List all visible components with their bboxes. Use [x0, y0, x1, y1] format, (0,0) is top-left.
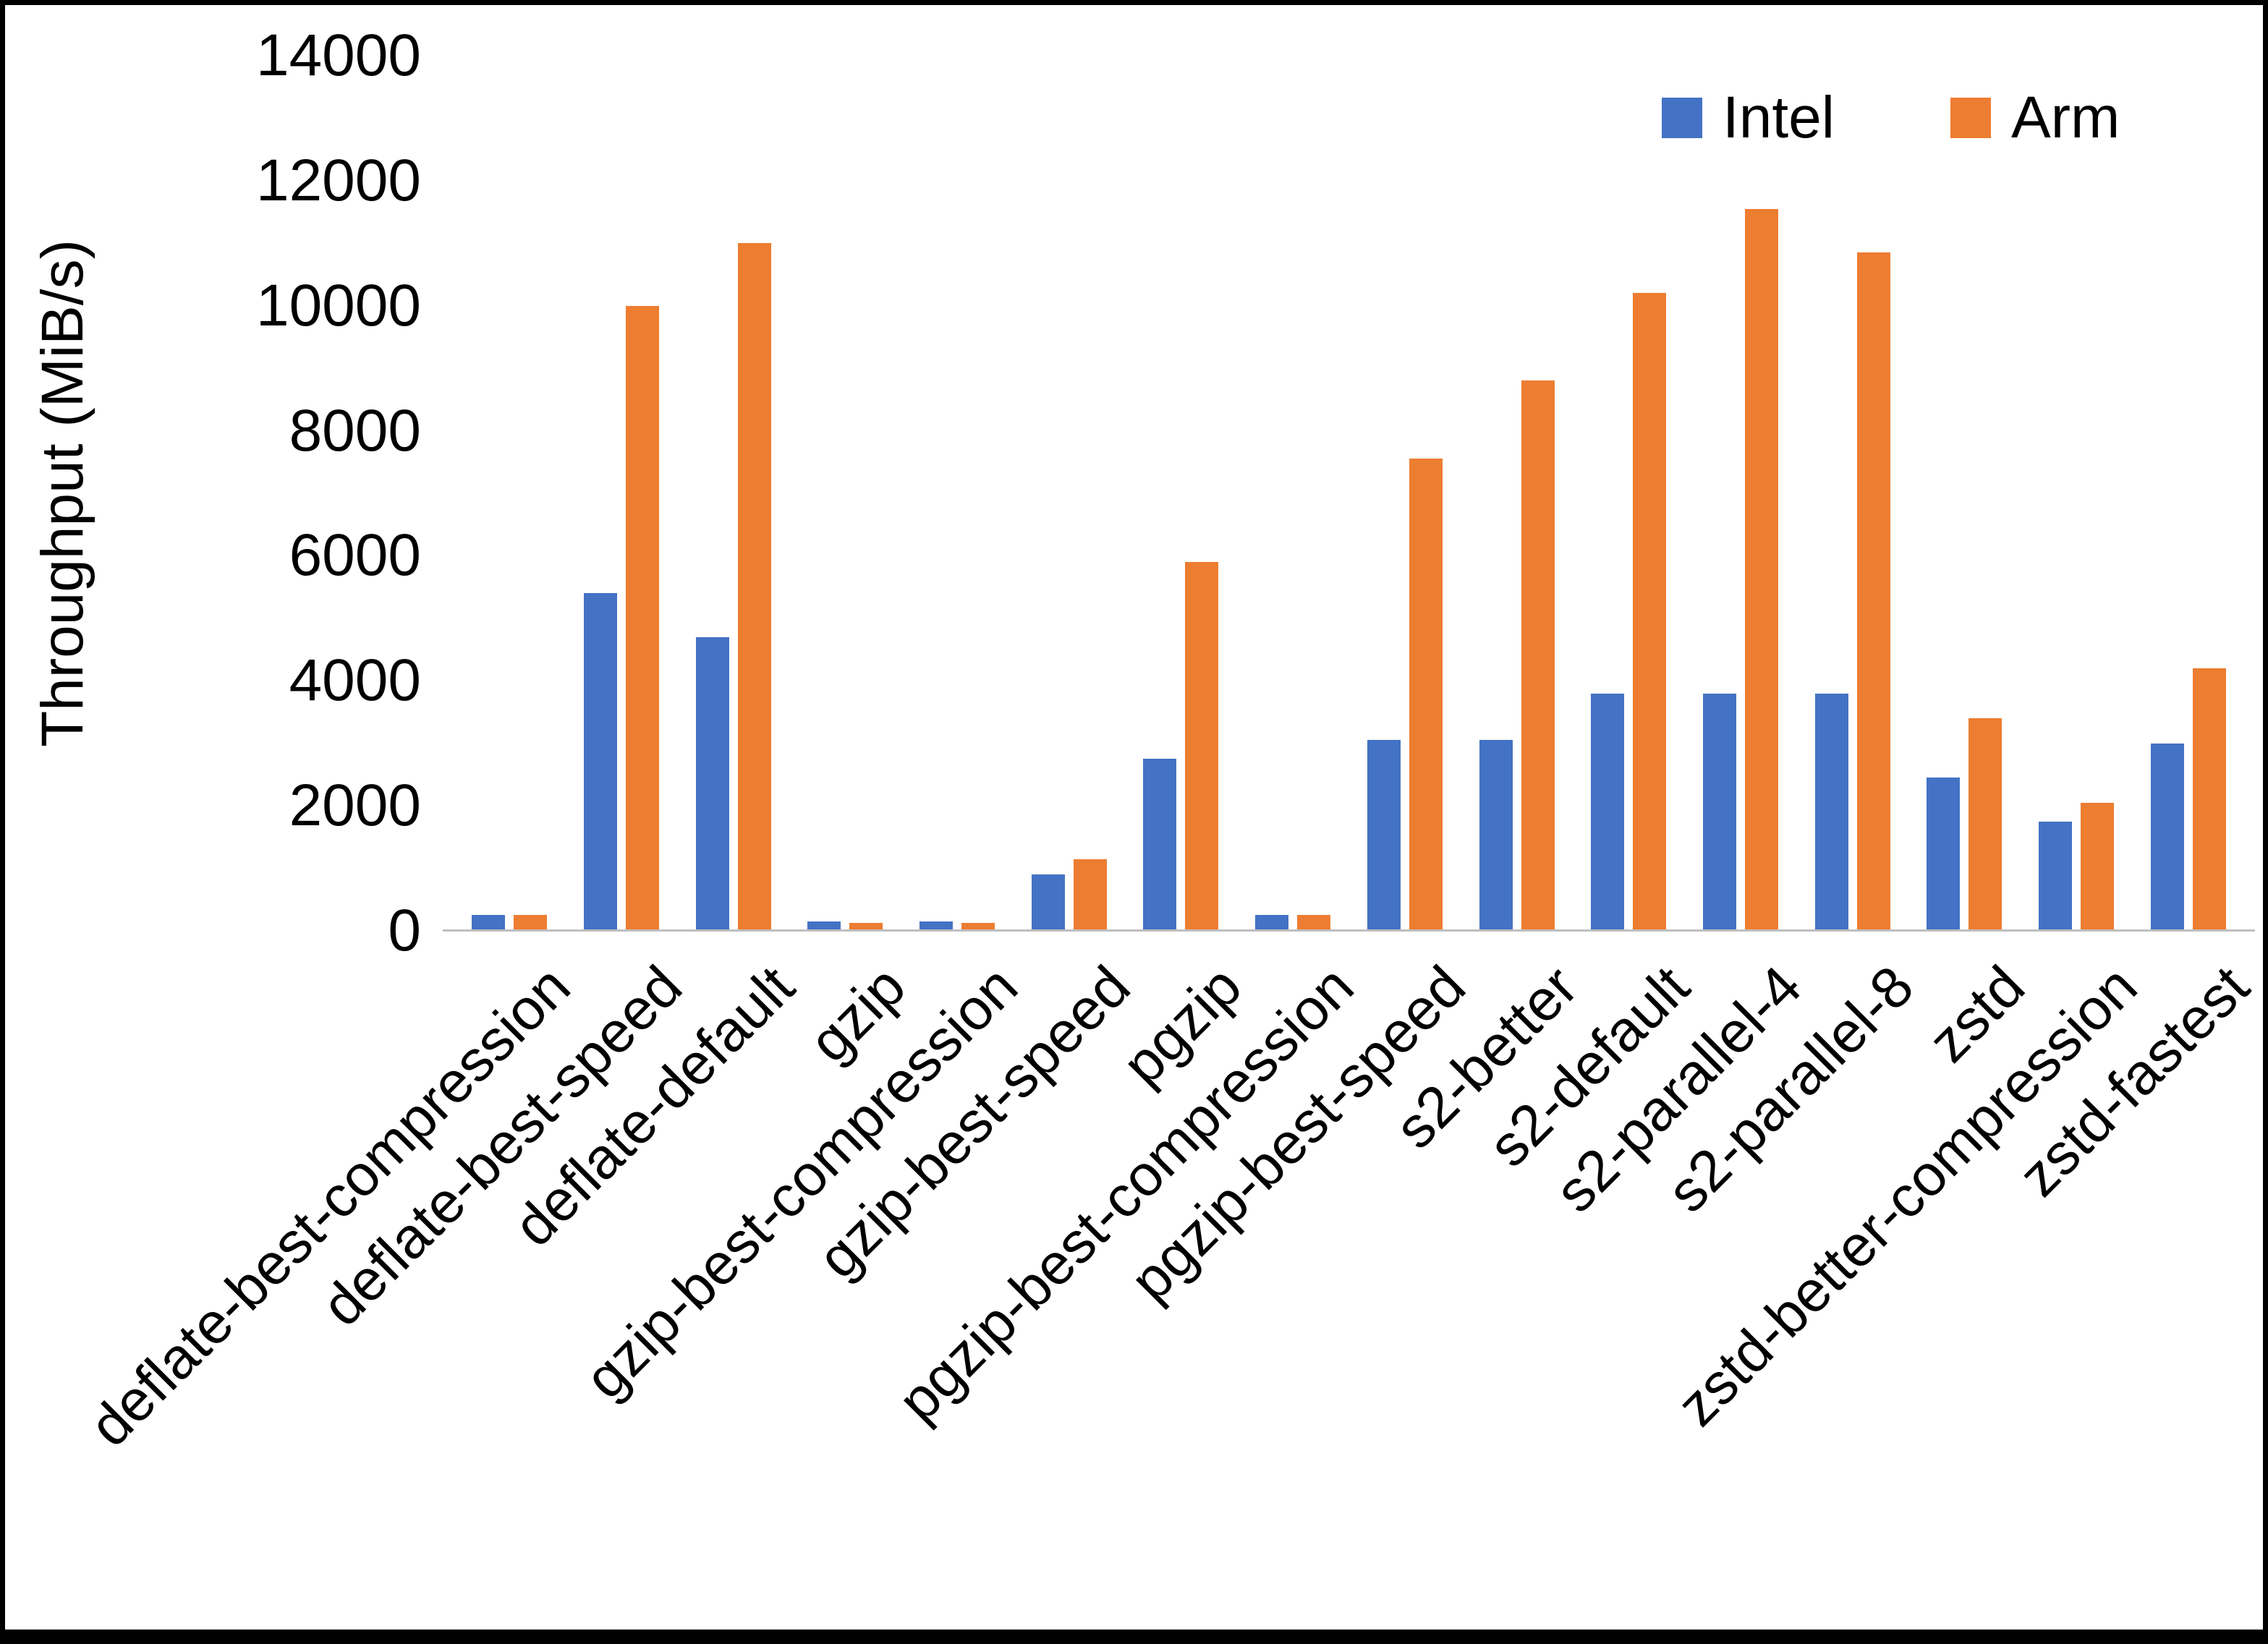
x-axis-label: deflate-best-compression	[77, 953, 582, 1459]
y-axis-tick-label: 4000	[289, 647, 421, 713]
legend-item-arm: Arm	[1950, 88, 2120, 148]
bar-intel-zstd-fastest	[2151, 744, 2184, 931]
intel-swatch-icon	[1662, 98, 1702, 138]
bar-intel-pgzip	[1143, 759, 1176, 931]
bar-intel-deflate-default	[696, 637, 729, 931]
x-axis-line	[443, 929, 2255, 932]
y-axis-tick-label: 12000	[255, 148, 421, 213]
y-axis-tick-label: 2000	[289, 772, 421, 838]
bar-intel-s2-parallel-8	[1815, 694, 1848, 931]
bar-arm-pgzip-best-compression	[1297, 915, 1330, 931]
bar-intel-gzip-best-speed	[1032, 874, 1065, 931]
bar-intel-gzip	[807, 921, 841, 931]
bar-intel-pgzip-best-compression	[1255, 915, 1288, 931]
y-axis-tick-label: 8000	[289, 398, 421, 464]
bar-intel-s2-better	[1479, 740, 1513, 931]
bar-intel-deflate-best-compression	[472, 915, 505, 931]
bar-arm-s2-parallel-4	[1745, 209, 1778, 931]
y-axis-tick-label: 6000	[289, 522, 421, 588]
bar-arm-gzip-best-compression	[961, 923, 995, 931]
bar-intel-s2-default	[1591, 694, 1624, 931]
arm-swatch-icon	[1950, 98, 1991, 138]
bar-arm-s2-default	[1633, 293, 1666, 931]
bar-arm-s2-better	[1521, 380, 1555, 931]
bar-intel-deflate-best-speed	[584, 593, 617, 931]
bar-arm-pgzip	[1185, 562, 1218, 931]
bar-intel-zstd	[1927, 778, 1960, 931]
y-axis-tick-label: 10000	[255, 273, 421, 338]
bar-intel-zstd-better-compression	[2039, 822, 2072, 931]
bar-arm-zstd-better-compression	[2081, 803, 2114, 931]
bar-arm-deflate-default	[738, 243, 771, 931]
legend-item-intel: Intel	[1662, 88, 1835, 148]
bar-arm-zstd-fastest	[2193, 668, 2226, 931]
legend-label: Intel	[1723, 85, 1835, 150]
bar-arm-gzip	[849, 923, 883, 931]
bar-arm-zstd	[1968, 718, 2002, 931]
bar-arm-gzip-best-speed	[1074, 859, 1107, 931]
y-axis-tick-label: 14000	[255, 22, 421, 88]
bar-intel-s2-parallel-4	[1703, 694, 1736, 931]
y-axis-tick-label: 0	[388, 898, 421, 963]
bar-intel-gzip-best-compression	[919, 921, 953, 931]
legend: Intel Arm	[1662, 88, 2120, 148]
bar-arm-s2-parallel-8	[1857, 252, 1890, 931]
bar-arm-deflate-best-compression	[514, 915, 547, 931]
bar-arm-pgzip-best-speed	[1409, 459, 1443, 931]
bar-intel-pgzip-best-speed	[1367, 740, 1401, 931]
legend-label: Arm	[2011, 85, 2120, 150]
bar-arm-deflate-best-speed	[626, 306, 659, 931]
